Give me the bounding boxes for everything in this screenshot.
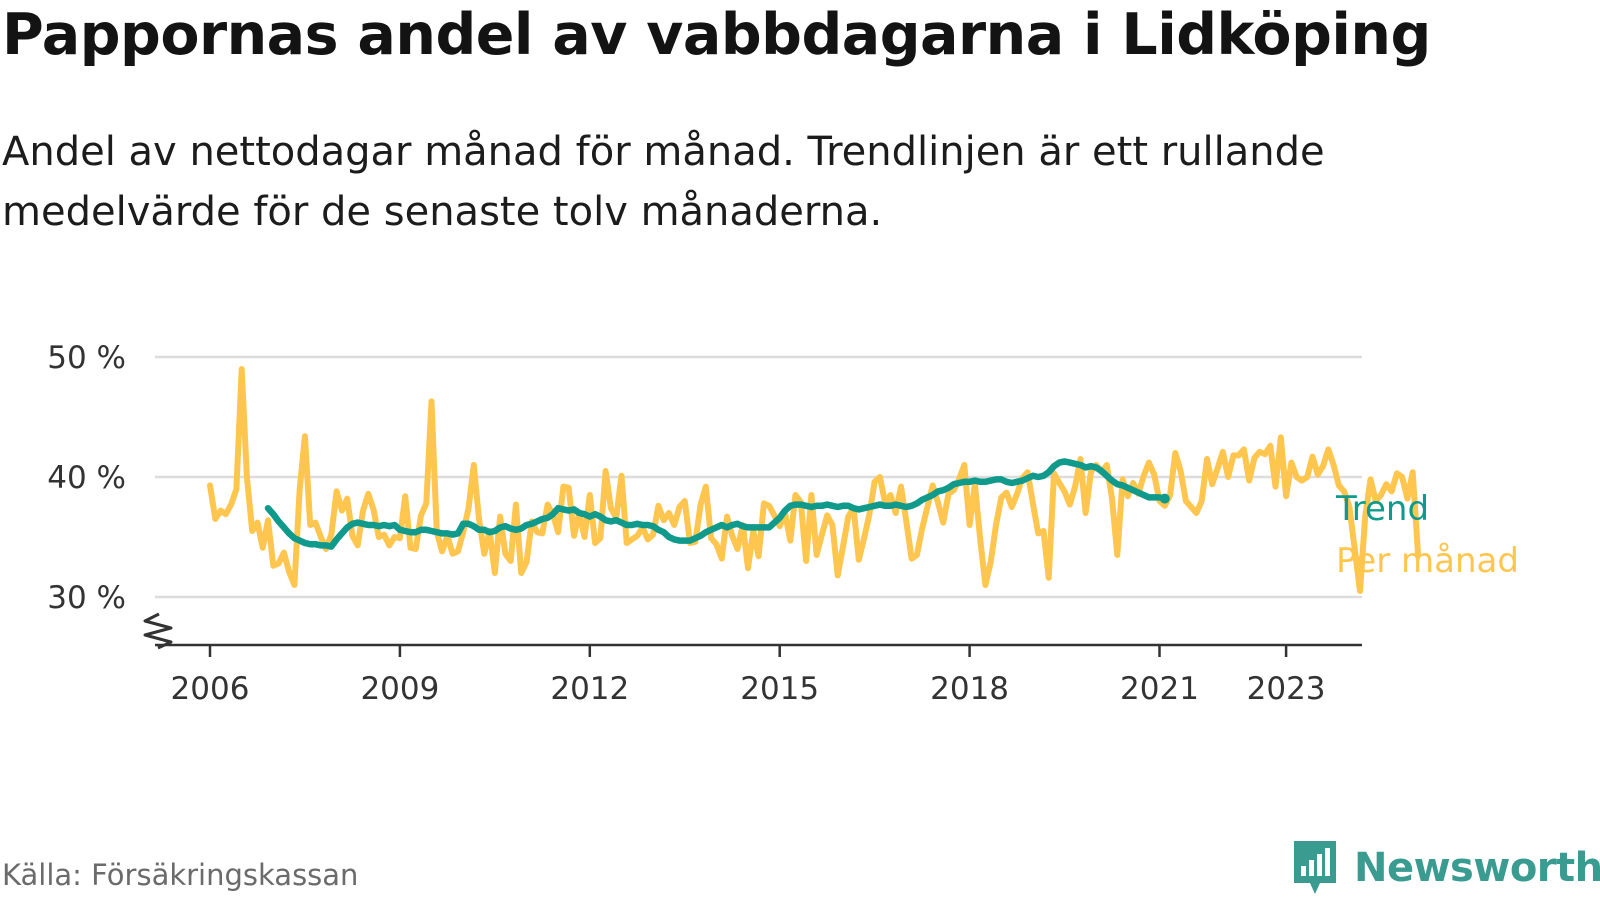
brand-name: Newsworthy	[1354, 845, 1600, 891]
series-line-per-manad	[207, 366, 1421, 594]
x-tick-label: 2012	[550, 671, 629, 707]
x-tick-label: 2018	[930, 671, 1009, 707]
trend-end-marker	[1159, 493, 1170, 504]
x-tick-label: 2009	[360, 671, 439, 707]
y-tick-label: 30 %	[47, 580, 126, 616]
legend-trend: Trend	[1335, 489, 1429, 529]
y-axis: 30 % 40 % 50 %	[47, 340, 126, 616]
brand-logo: Newsworthy	[1290, 840, 1600, 896]
source-note: Källa: Försäkringskassan	[2, 858, 359, 892]
axis-break-icon	[143, 612, 173, 650]
chart-title: Pappornas andel av vabbdagarna i Lidköpi…	[2, 2, 1431, 68]
x-axis: 2006 2009 2012 2015 2018 2021 2023	[155, 643, 1362, 707]
legend-per-manad: Per månad	[1336, 541, 1519, 581]
x-tick-label: 2006	[171, 671, 250, 707]
y-tick-label: 50 %	[47, 340, 126, 376]
series-line-trend	[264, 458, 1169, 550]
x-tick-label: 2021	[1120, 671, 1199, 707]
chart-subtitle: Andel av nettodagar månad för månad. Tre…	[2, 129, 1325, 235]
newsworthy-logo-icon	[1294, 841, 1336, 894]
gridlines	[155, 355, 1362, 599]
y-tick-label: 40 %	[47, 460, 126, 496]
series-points	[207, 366, 1421, 594]
x-tick-label: 2015	[740, 671, 819, 707]
x-tick-label: 2023	[1247, 671, 1326, 707]
line-chart: 30 % 40 % 50 % 2006 2009 2012 2015 2018 2021 202…	[47, 340, 1519, 707]
